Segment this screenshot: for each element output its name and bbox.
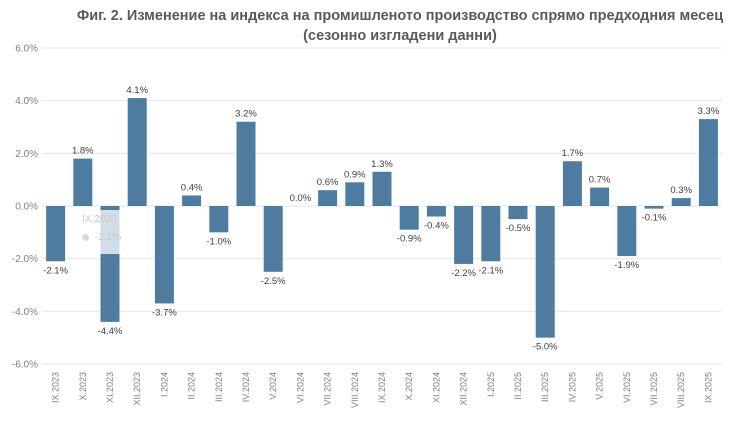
data-label: -1.9% bbox=[614, 260, 639, 271]
bar bbox=[73, 158, 93, 206]
x-tick-label: X.2024 bbox=[404, 372, 414, 401]
x-tick-label: II.2025 bbox=[513, 372, 523, 400]
bar bbox=[46, 206, 66, 262]
bar bbox=[562, 161, 582, 206]
bar bbox=[345, 182, 365, 206]
bar bbox=[508, 206, 528, 220]
y-tick-label: 6.0% bbox=[15, 44, 38, 55]
x-tick-label: VI.2024 bbox=[295, 372, 305, 403]
chart-title: Фиг. 2. Изменение на индекса на промишле… bbox=[60, 6, 740, 46]
bar bbox=[671, 198, 691, 206]
chart-tooltip: IX.2023 -2.1% bbox=[72, 210, 132, 254]
chart-title-line2: (сезонно изгладени данни) bbox=[303, 28, 497, 44]
y-tick-label: 2.0% bbox=[15, 149, 38, 160]
y-tick-label: 4.0% bbox=[15, 96, 38, 107]
bar bbox=[372, 171, 392, 206]
bar bbox=[617, 206, 637, 257]
y-tick-label: -4.0% bbox=[12, 307, 38, 318]
data-label: -3.7% bbox=[152, 307, 177, 318]
x-tick-label: III.2024 bbox=[214, 372, 224, 402]
bar bbox=[209, 206, 229, 233]
data-label: 0.9% bbox=[344, 169, 366, 180]
x-tick-label: III.2025 bbox=[540, 372, 550, 402]
data-label: -0.9% bbox=[397, 234, 422, 245]
x-tick-label: XII.2023 bbox=[132, 372, 142, 406]
data-label: -2.1% bbox=[478, 265, 503, 276]
x-tick-label: VIII.2024 bbox=[350, 372, 360, 408]
bar bbox=[318, 190, 338, 206]
data-label: 1.7% bbox=[562, 148, 584, 159]
data-label: -0.5% bbox=[506, 223, 531, 234]
y-tick-label: -6.0% bbox=[12, 360, 38, 371]
x-tick-label: V.2024 bbox=[268, 372, 278, 400]
y-tick-label: 0.0% bbox=[15, 202, 38, 213]
data-label: -0.1% bbox=[642, 213, 667, 224]
x-tick-label: I.2025 bbox=[486, 372, 496, 397]
tooltip-value: -2.1% bbox=[95, 232, 122, 243]
bar bbox=[426, 206, 446, 217]
bar bbox=[127, 98, 147, 206]
bar bbox=[590, 187, 610, 206]
data-label: -2.1% bbox=[43, 265, 68, 276]
data-label: 1.8% bbox=[72, 146, 94, 157]
data-label: -0.4% bbox=[424, 221, 449, 232]
bar bbox=[644, 206, 664, 209]
data-label: 3.3% bbox=[698, 106, 720, 117]
data-label: 0.7% bbox=[589, 175, 611, 186]
data-label: 0.6% bbox=[317, 177, 339, 188]
x-tick-label: IX.2023 bbox=[51, 372, 61, 403]
x-tick-label: V.2025 bbox=[595, 372, 605, 400]
x-tick-label: XII.2024 bbox=[459, 372, 469, 406]
data-label: -2.2% bbox=[451, 268, 476, 279]
data-label: -5.0% bbox=[533, 342, 558, 353]
x-tick-label: VII.2024 bbox=[323, 372, 333, 406]
bar bbox=[698, 119, 718, 206]
x-tick-label: XI.2024 bbox=[431, 372, 441, 403]
x-tick-label: VI.2025 bbox=[622, 372, 632, 403]
x-tick-label: IV.2024 bbox=[241, 372, 251, 402]
x-tick-label: VIII.2025 bbox=[676, 372, 686, 408]
bar bbox=[236, 121, 256, 206]
x-tick-label: VII.2025 bbox=[649, 372, 659, 406]
y-tick-label: -2.0% bbox=[12, 254, 38, 265]
bar bbox=[182, 195, 202, 206]
bar bbox=[399, 206, 419, 230]
x-tick-label: X.2023 bbox=[78, 372, 88, 401]
x-tick-label: I.2024 bbox=[159, 372, 169, 397]
bar bbox=[154, 206, 174, 304]
data-label: 0.3% bbox=[670, 185, 692, 196]
tooltip-dot-icon bbox=[82, 233, 89, 241]
data-label: -2.5% bbox=[261, 276, 286, 287]
x-tick-label: IX.2024 bbox=[377, 372, 387, 403]
data-label: 4.1% bbox=[126, 85, 148, 96]
x-tick-label: XI.2023 bbox=[105, 372, 115, 403]
chart-title-line1: Фиг. 2. Изменение на индекса на промишле… bbox=[76, 8, 724, 24]
bar bbox=[263, 206, 283, 272]
bar bbox=[481, 206, 501, 262]
data-label: 1.3% bbox=[371, 159, 393, 170]
data-label: 3.2% bbox=[235, 109, 257, 120]
data-label: 0.4% bbox=[181, 182, 203, 193]
x-tick-label: II.2024 bbox=[187, 372, 197, 400]
tooltip-row: -2.1% bbox=[82, 232, 121, 243]
x-tick-label: IX.2025 bbox=[703, 372, 713, 403]
data-label: -1.0% bbox=[206, 236, 231, 247]
data-label: 0.0% bbox=[290, 193, 312, 204]
data-label: -4.4% bbox=[98, 326, 123, 337]
x-tick-label: IV.2025 bbox=[567, 372, 577, 402]
bar bbox=[535, 206, 555, 338]
tooltip-label: IX.2023 bbox=[82, 214, 117, 225]
bar bbox=[454, 206, 474, 264]
